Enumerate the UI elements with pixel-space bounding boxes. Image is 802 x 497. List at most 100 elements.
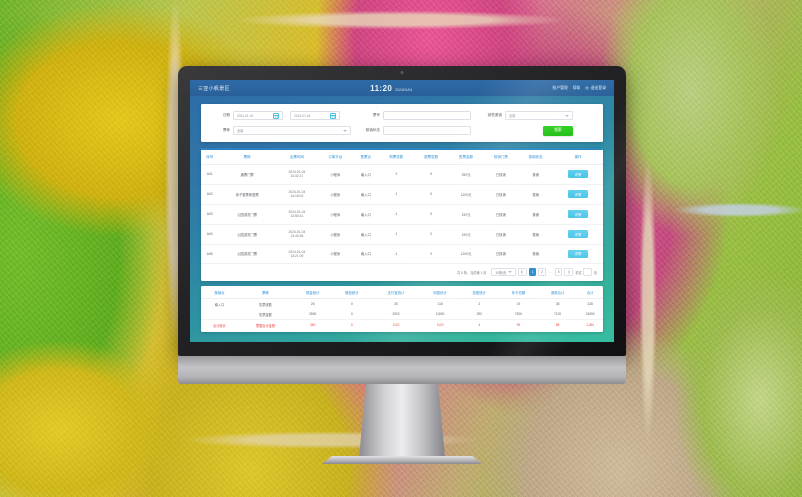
cell-status: 核销 (518, 244, 554, 265)
product-select[interactable]: 全部 (233, 126, 351, 135)
date-to-value: 2024-01-04 (294, 113, 311, 118)
calendar-icon[interactable] (273, 112, 279, 119)
help-menu-item[interactable]: 帮助 (572, 85, 581, 90)
cell-refund: 0 (413, 184, 449, 205)
cell-action[interactable]: 详情 (553, 184, 603, 205)
cell-refund: 0 (413, 244, 449, 265)
col-platform: 订单平台 (317, 150, 353, 165)
cell-outlet: 南入口 (352, 224, 379, 245)
order-control[interactable] (383, 111, 471, 120)
cell-qty: 1 (378, 224, 414, 245)
sum-cell-cash: 25 (310, 302, 315, 307)
date-to-input[interactable]: 2024-01-04 (290, 111, 341, 120)
summary-header-row: 核销点 票种 现金统计 微信统计 支付宝统计 网银统计 挂账统计 年卡总额 退款… (201, 285, 603, 300)
page-button-last[interactable]: 5 (554, 268, 563, 276)
summary-table: 核销点 票种 现金统计 微信统计 支付宝统计 网银统计 挂账统计 年卡总额 退款… (201, 285, 603, 331)
detail-button[interactable]: 详情 (568, 170, 589, 179)
cell-status: 核销 (518, 224, 554, 245)
col-index: 序号 (201, 150, 219, 165)
sum-col-refund: 退款合计 (538, 285, 578, 300)
page-button-1[interactable]: 1 (528, 268, 537, 276)
sum-total-credit: 4 (459, 319, 499, 331)
cell-product: 公园游览门票 (218, 204, 276, 225)
cell-platform: 小程序 (317, 244, 353, 265)
sum-cell-ticket: 售票金额 (259, 312, 272, 317)
table-row[interactable]: A01 通票门票 2024-01-04 14:32:17 小程序 南入口 2 0 (201, 164, 603, 185)
page-size-select[interactable]: 10条/页 (491, 268, 516, 276)
product-control[interactable]: 全部 (233, 126, 351, 135)
page-jump[interactable]: 前往 页 (575, 268, 597, 276)
cell-status: 核销 (518, 184, 554, 205)
monitor-stand-neck (359, 384, 445, 458)
logout-button[interactable]: 退出登录 (585, 86, 606, 91)
sum-cell-refund: 7120 (554, 312, 562, 317)
cell-time-date: 2024-01-04 (288, 249, 306, 254)
app-header: 三亚小帆景区 11:20 2024/01/04 账户管理 帮助 (190, 80, 614, 96)
panel-accent-bar (201, 148, 603, 150)
sum-cell-refund: 38 (555, 302, 560, 307)
sum-total-label: 合计统计 (201, 319, 238, 331)
search-button[interactable]: 搜索 (543, 125, 573, 136)
chevron-left-icon (521, 270, 524, 274)
order-input[interactable] (383, 111, 471, 120)
sum-col-card: 年卡总额 (498, 285, 539, 300)
sum-cell-card: 7500 (514, 312, 522, 317)
col-time: 出票时间 (275, 150, 318, 165)
status-input[interactable] (383, 126, 471, 135)
sum-cell-cash: 2500 (309, 312, 317, 317)
pagination-total: 共 5 条，当前第 1 页 (457, 270, 487, 275)
sum-cell-wechat: 0 (351, 312, 353, 317)
sum-col-wechat: 微信统计 (332, 285, 372, 300)
sum-cell-alipay: 35 (394, 302, 398, 307)
channel-select[interactable]: 全部 (505, 111, 573, 120)
table-row[interactable]: A05 公园游览门票 2024-01-04 13:21:09 小程序 南入口 1… (201, 244, 603, 265)
cell-action[interactable]: 详情 (553, 224, 603, 245)
page-jump-unit: 页 (593, 270, 597, 275)
cell-time-date: 2024-01-04 (288, 209, 306, 214)
monitor-screen: 三亚小帆景区 11:20 2024/01/04 账户管理 帮助 (190, 80, 614, 342)
sum-col-alipay: 支付宝统计 (371, 285, 421, 300)
cell-action[interactable]: 详情 (553, 244, 603, 265)
date-from-input[interactable]: 2024-01-01 (233, 111, 283, 120)
channel-control[interactable]: 全部 (505, 111, 573, 120)
cell-action[interactable]: 详情 (553, 204, 603, 225)
clock-date: 2024/01/04 (395, 87, 413, 92)
calendar-icon[interactable] (330, 112, 337, 119)
table-row[interactable]: A03 公园游览门票 2024-01-04 13:55:41 小程序 南入口 1… (201, 204, 603, 225)
cell-action[interactable]: 详情 (553, 164, 603, 185)
detail-button[interactable]: 详情 (568, 249, 589, 258)
account-menu-item[interactable]: 账户管理 (552, 85, 568, 90)
cell-product: 公园游览门票 (218, 244, 276, 265)
detail-button[interactable]: 详情 (568, 190, 589, 199)
sum-total-total: 1,260 (577, 319, 603, 331)
date-range-control[interactable]: 2024-01-01 - 2024-01-04 (233, 111, 351, 120)
prev-page-button[interactable] (517, 268, 527, 276)
next-page-button[interactable] (564, 268, 574, 276)
sum-cell-bank: 11800 (435, 312, 445, 317)
date-from-value: 2024-01-01 (237, 113, 254, 118)
page-jump-input[interactable] (583, 268, 593, 276)
cell-time-clock: 13:21:09 (290, 253, 304, 258)
detail-button[interactable]: 详情 (568, 210, 589, 219)
table-row[interactable]: A02 亲子套票家庭票 2024-01-04 14:18:02 小程序 南入口 … (201, 184, 603, 205)
cell-checked: 已核销 (483, 224, 519, 245)
cell-index: A03 (201, 204, 219, 225)
cell-time-date: 2024-01-04 (288, 229, 306, 234)
col-amount: 售票金额 (448, 150, 484, 165)
cell-checked: 已核销 (483, 184, 519, 205)
table-row[interactable]: A04 公园游览门票 2024-01-04 13:40:26 小程序 南入口 1… (201, 224, 603, 245)
monitor-stand-base (322, 456, 482, 464)
detail-button[interactable]: 详情 (568, 230, 589, 239)
page-button-2[interactable]: 2 (538, 268, 546, 276)
desktop-monitor: 三亚小帆景区 11:20 2024/01/04 账户管理 帮助 (178, 66, 626, 464)
chevron-down-icon (507, 271, 512, 274)
product-label: 票种 (222, 128, 230, 132)
cell-time-clock: 13:55:41 (290, 214, 304, 219)
summary-row: 售票金额 2500 0 2900 11800 290 7500 7120 240… (201, 309, 603, 320)
cell-outlet: 南入口 (352, 164, 379, 185)
cell-product: 通票门票 (218, 164, 276, 185)
status-control[interactable] (383, 126, 471, 135)
cell-time: 2024-01-04 14:18:02 (275, 184, 318, 205)
cell-time-date: 2024-01-04 (288, 170, 306, 174)
cell-time-date: 2024-01-04 (288, 189, 306, 194)
